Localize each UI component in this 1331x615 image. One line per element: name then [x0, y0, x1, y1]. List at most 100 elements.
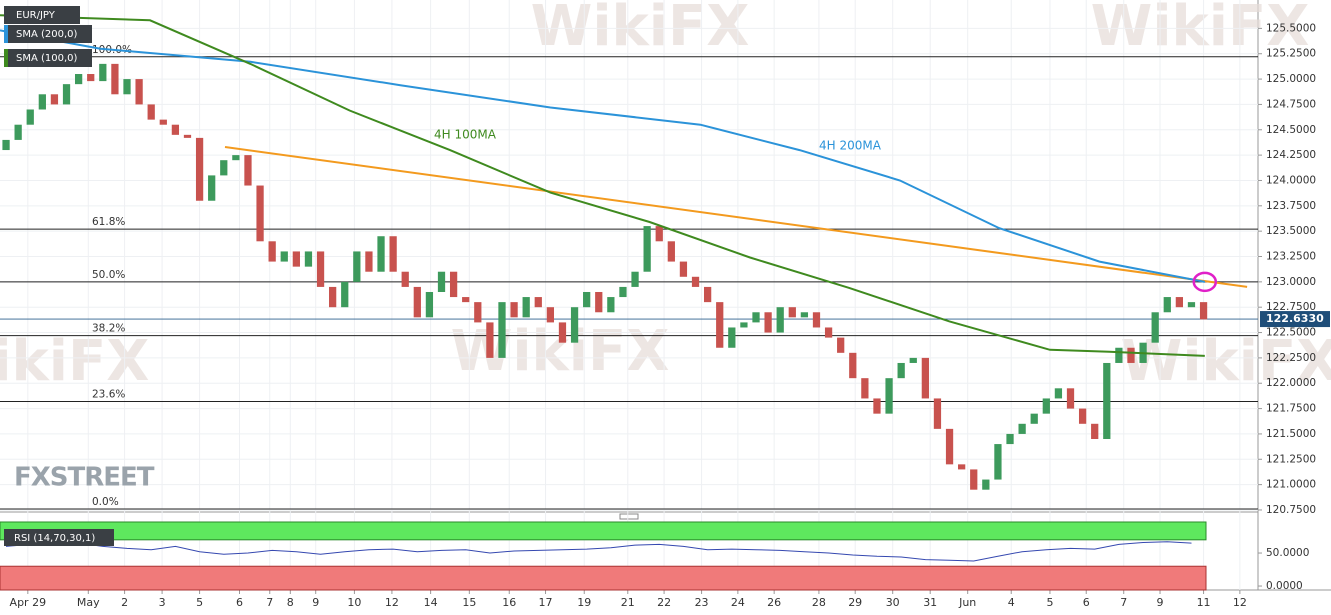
candle	[837, 337, 845, 353]
x-tick-label: 2	[121, 596, 128, 609]
x-tick-label: Jun	[958, 596, 976, 609]
x-tick-label: 26	[767, 596, 781, 609]
candle	[220, 160, 228, 176]
candle	[897, 362, 905, 379]
panel-handle	[619, 513, 639, 520]
candle	[667, 241, 675, 262]
y-tick-label: 121.0000	[1266, 479, 1316, 491]
last-price-tag	[1260, 311, 1330, 328]
y-tick-label: 123.7500	[1266, 200, 1316, 212]
candle	[812, 312, 821, 328]
x-tick-label: 22	[657, 596, 671, 609]
candle	[304, 251, 313, 267]
y-tick-label: 121.5000	[1266, 428, 1316, 440]
ma-line	[0, 14, 1205, 357]
candle	[50, 94, 59, 105]
candle	[365, 251, 373, 272]
candle	[329, 286, 337, 308]
y-tick-label: 120.7500	[1266, 504, 1316, 516]
x-tick-label: 9	[1157, 596, 1164, 609]
y-tick-label: 122.5000	[1266, 327, 1316, 339]
x-tick-label: 12	[385, 596, 399, 609]
candle	[377, 236, 385, 272]
legend-swatch	[4, 49, 8, 67]
x-tick-label: 24	[731, 596, 745, 609]
overbought-zone	[0, 521, 1207, 541]
candle	[449, 271, 458, 298]
y-tick-label: 122.2500	[1266, 352, 1316, 364]
candle	[99, 63, 107, 82]
ma-label: 4H 100MA	[434, 128, 497, 142]
oversold-zone	[0, 565, 1207, 591]
x-tick-label: 23	[695, 596, 709, 609]
candle	[800, 312, 809, 318]
candle	[147, 104, 155, 120]
x-tick-label: 9	[312, 596, 319, 609]
candle	[752, 312, 760, 323]
y-tick-label: 123.0000	[1266, 276, 1316, 288]
candle	[655, 226, 663, 242]
candle	[764, 312, 772, 333]
y-tick-label: 123.2500	[1266, 251, 1316, 263]
x-tick-label: 8	[287, 596, 294, 609]
fib-label: 23.6%	[92, 388, 125, 400]
candle	[583, 291, 591, 308]
x-tick-label: 7	[1120, 596, 1127, 609]
candle	[546, 307, 555, 323]
candle	[171, 124, 180, 135]
candle	[498, 302, 506, 358]
candle	[425, 291, 434, 318]
trendline	[224, 146, 1248, 288]
candle	[244, 155, 252, 186]
legend-label: SMA (200,0)	[16, 29, 78, 40]
candle	[885, 378, 893, 414]
y-tick-label: 121.7500	[1266, 403, 1316, 415]
candle	[522, 297, 530, 318]
x-tick-label: 30	[886, 596, 900, 609]
x-tick-label: Apr 29	[10, 596, 47, 609]
y-tick-label: 124.7500	[1266, 98, 1316, 110]
y-tick-label: 121.2500	[1266, 453, 1316, 465]
candle	[909, 357, 917, 363]
candle	[570, 307, 579, 343]
candle	[716, 302, 724, 348]
y-tick-label: 125.5000	[1266, 22, 1316, 34]
candle	[111, 63, 119, 95]
x-tick-label: 6	[236, 596, 243, 609]
candle	[958, 464, 966, 470]
y-tick-label: 125.0000	[1266, 73, 1316, 85]
x-tick-label: 12	[1233, 596, 1247, 609]
fib-label: 50.0%	[92, 269, 125, 281]
x-tick-label: 3	[159, 596, 166, 609]
candle	[740, 322, 748, 328]
watermark: WikiFX	[1091, 0, 1310, 59]
candle	[982, 479, 990, 490]
candle	[1151, 312, 1159, 343]
candle	[970, 469, 978, 490]
candle	[595, 291, 603, 313]
candle	[353, 251, 361, 282]
candle	[1066, 388, 1075, 409]
candle	[1006, 433, 1014, 445]
legend-box	[4, 529, 114, 546]
y-tick-label: 124.2500	[1266, 149, 1316, 161]
candle	[558, 322, 567, 343]
legend: EUR/JPY SMA (200,0) SMA (100,0)	[4, 6, 92, 67]
x-tick-label: 28	[812, 596, 826, 609]
logo: FXSTREET	[14, 463, 155, 493]
candle	[316, 251, 325, 287]
fib-label: 61.8%	[92, 216, 125, 228]
ma-label: 4H 200MA	[819, 139, 882, 153]
legend-box	[4, 49, 92, 67]
legend-label: SMA (100,0)	[16, 53, 78, 64]
candle	[38, 94, 46, 110]
x-tick-label: 15	[462, 596, 476, 609]
candle	[74, 74, 83, 85]
candle	[208, 175, 216, 201]
rsi-tick-label: 0.0000	[1266, 580, 1303, 592]
x-tick-label: 4	[1008, 596, 1015, 609]
candle	[1030, 413, 1038, 424]
candle	[123, 79, 131, 95]
